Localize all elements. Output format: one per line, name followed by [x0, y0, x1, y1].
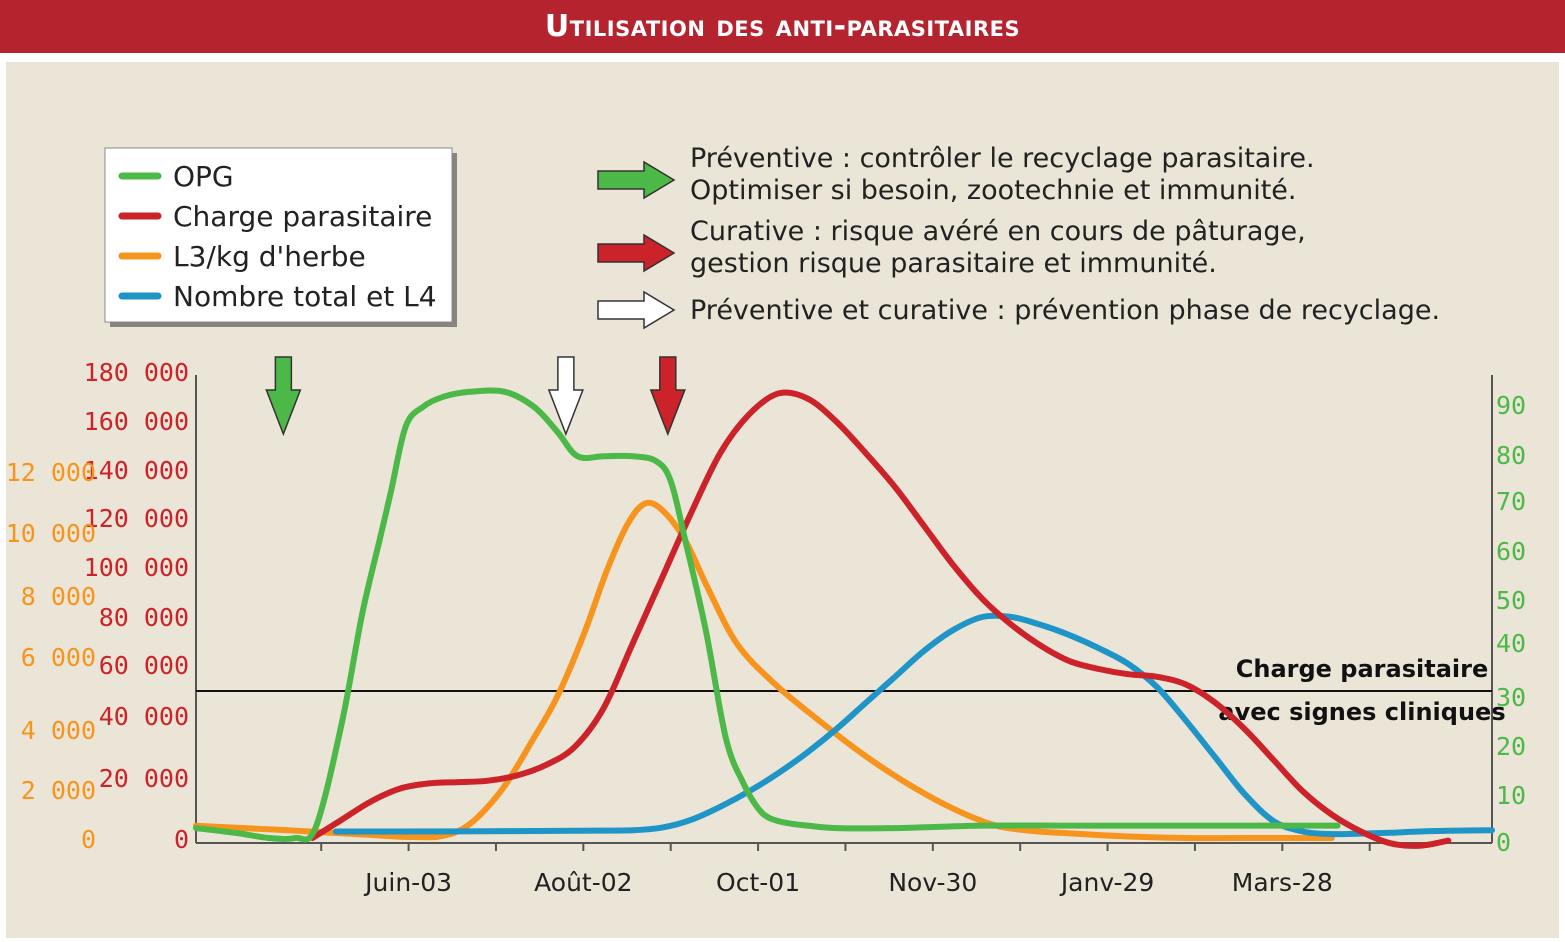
treatment-arrow-white-icon — [547, 356, 584, 437]
x-tick-ao-t-02: Août-02 — [534, 868, 632, 897]
legend-label-nombre-total-et-l4: Nombre total et L4 — [173, 280, 437, 313]
y-tick-green-20: 20 — [1496, 732, 1526, 761]
title-bar: Utilisation des anti-parasitaires — [0, 0, 1565, 53]
legend-label-charge-parasitaire: Charge parasitaire — [173, 200, 432, 233]
y-tick-green-90: 90 — [1496, 391, 1526, 420]
y-tick-green-60: 60 — [1496, 537, 1526, 566]
y-tick-red-0: 0 — [174, 825, 189, 854]
y-tick-green-50: 50 — [1496, 586, 1526, 615]
treatment-arrow-green-icon — [265, 356, 302, 437]
legend: OPG Charge parasitaire L3/kg d'herbe Nombre… — [104, 147, 457, 327]
y-tick-red-40-000: 40 000 — [99, 702, 189, 731]
y-tick-orange-2-000: 2 000 — [21, 776, 96, 805]
y-tick-red-20-000: 20 000 — [99, 764, 189, 793]
y-tick-green-30: 30 — [1496, 683, 1526, 712]
x-tick-janv-29: Janv-29 — [1059, 868, 1155, 897]
treatment-notes: Préventive : contrôler le recyclage para… — [597, 143, 1440, 330]
x-tick-juin-03: Juin-03 — [363, 868, 452, 897]
y-tick-orange-4-000: 4 000 — [21, 716, 96, 745]
green-arrow-icon — [597, 160, 676, 200]
series-line-l3-kg-d-herbe — [193, 499, 1335, 842]
threshold-label-line2: avec signes cliniques — [1218, 698, 1505, 726]
note-1-line-1: Préventive : contrôler le recyclage para… — [690, 143, 1315, 174]
axes: Juin-03 Août-02 Oct-01 Nov-30 Janv-29 Mars-28… — [6, 358, 1526, 897]
y-tick-green-80: 80 — [1496, 441, 1526, 470]
y-tick-orange-8-000: 8 000 — [21, 582, 96, 611]
y-tick-red-160-000: 160 000 — [84, 407, 189, 436]
x-tick-mars-28: Mars-28 — [1232, 868, 1333, 897]
series-line-opg — [193, 387, 1341, 843]
y-tick-orange-6-000: 6 000 — [21, 643, 96, 672]
x-tick-oct-01: Oct-01 — [716, 868, 800, 897]
chart-title: Utilisation des anti-parasitaires — [544, 9, 1021, 44]
legend-box — [104, 147, 453, 323]
y-tick-red-140-000: 140 000 — [84, 456, 189, 485]
y-tick-orange-12-000: 12 000 — [6, 458, 96, 487]
y-tick-red-80-000: 80 000 — [99, 603, 189, 632]
legend-label-l3-kg-d-herbe: L3/kg d'herbe — [173, 240, 366, 273]
note-2-line-1: Curative : risque avéré en cours de pâtu… — [690, 216, 1306, 247]
note-1-line-2: Optimiser si besoin, zootechnie et immun… — [690, 175, 1296, 206]
y-tick-green-40: 40 — [1496, 629, 1526, 658]
threshold: Charge parasitaire avec signes cliniques — [196, 655, 1506, 726]
y-tick-red-120-000: 120 000 — [84, 504, 189, 533]
red-arrow-icon — [597, 233, 676, 273]
white-arrow-icon — [597, 290, 676, 330]
note-2-line-2: gestion risque parasitaire et immunité. — [690, 248, 1217, 279]
y-tick-red-180-000: 180 000 — [84, 358, 189, 387]
legend-label-opg: OPG — [173, 160, 234, 193]
y-tick-orange-0: 0 — [81, 825, 96, 854]
treatment-arrow-red-icon — [649, 356, 686, 437]
note-3-line-1: Préventive et curative : prévention phas… — [690, 295, 1440, 326]
y-tick-red-60-000: 60 000 — [99, 651, 189, 680]
y-tick-green-0: 0 — [1496, 828, 1511, 857]
series-line-nombre-total-et-l4 — [332, 612, 1495, 838]
y-tick-orange-10-000: 10 000 — [6, 519, 96, 548]
y-tick-green-10: 10 — [1496, 781, 1526, 810]
y-tick-green-70: 70 — [1496, 487, 1526, 516]
series-line-charge-parasitaire — [309, 389, 1452, 849]
x-tick-nov-30: Nov-30 — [888, 868, 977, 897]
threshold-label-line1: Charge parasitaire — [1236, 655, 1488, 683]
y-tick-red-100-000: 100 000 — [84, 553, 189, 582]
